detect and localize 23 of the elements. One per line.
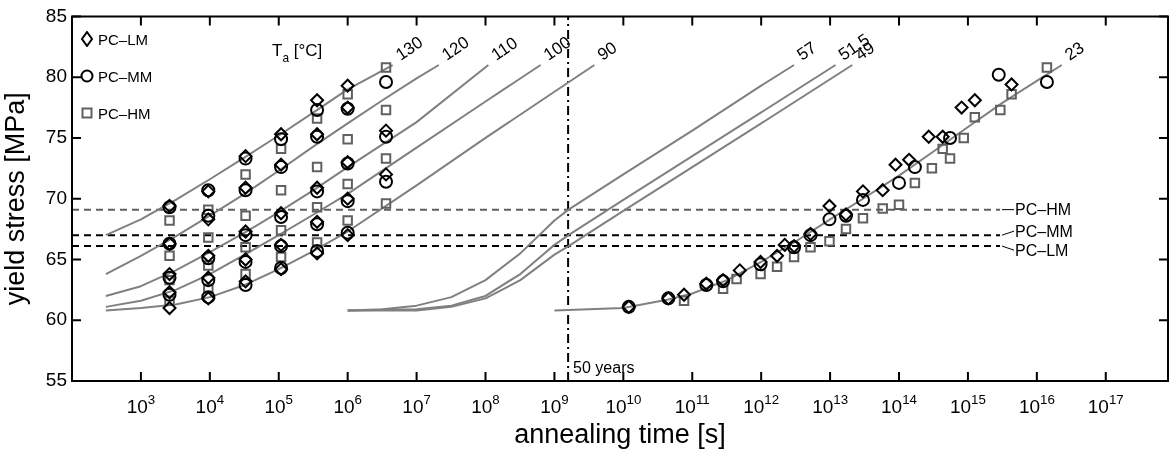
annotation: 110 — [487, 33, 521, 65]
annotation: 130 — [392, 32, 427, 65]
y-tick-label: 80 — [45, 65, 67, 87]
annotation: 90 — [593, 37, 621, 65]
y-axis-title: yield stress [MPa] — [0, 92, 30, 306]
annotation: 100 — [540, 32, 575, 65]
y-tick-label: 85 — [45, 4, 67, 26]
annotation: 120 — [438, 32, 473, 65]
y-tick-label: 65 — [45, 247, 67, 269]
y-tick-label: 75 — [45, 126, 67, 148]
legend-label: PC–MM — [98, 67, 153, 85]
annotation: 23 — [1061, 37, 1088, 65]
legend-label: PC–LM — [98, 30, 149, 48]
ref-line-label: PC–HM — [1015, 201, 1072, 219]
y-tick-label: 70 — [45, 186, 67, 208]
y-tick-label: 55 — [45, 369, 67, 391]
ref-line-label: PC–MM — [1015, 222, 1073, 240]
ref-line-label: PC–LM — [1015, 241, 1069, 259]
annotation: 57 — [793, 37, 820, 65]
ref-line-label: 50 years — [573, 359, 635, 376]
y-tick-label: 60 — [45, 308, 67, 330]
x-axis-title: annealing time [s] — [514, 419, 726, 450]
legend-label: PC–HM — [98, 104, 151, 122]
